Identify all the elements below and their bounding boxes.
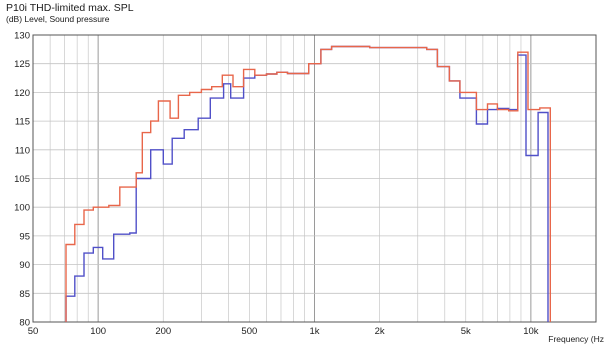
title-block: P10i THD-limited max. SPL (dB) Level, So…: [6, 3, 134, 25]
y-tick-label: 130: [14, 31, 30, 42]
y-tick-label: 100: [14, 203, 30, 214]
x-tick-label: 500: [241, 326, 257, 337]
y-tick-label: 120: [14, 88, 30, 99]
x-tick-label: 2k: [375, 326, 385, 337]
x-tick-label: 200: [155, 326, 171, 337]
y-tick-label: 115: [15, 117, 30, 128]
y-tick-label: 125: [14, 59, 30, 70]
y-tick-label: 80: [19, 318, 30, 329]
y-tick-label: 105: [14, 174, 30, 185]
x-tick-label: 5k: [461, 326, 471, 337]
x-tick-label: 50: [28, 326, 39, 337]
x-axis-label: Frequency (Hz: [548, 334, 604, 344]
y-tick-label: 90: [19, 260, 30, 271]
plot-frame: [32, 34, 597, 323]
series-line-1: [65, 45, 551, 322]
x-tick-label: 100: [90, 326, 106, 337]
y-tick-label: 85: [19, 289, 30, 300]
chart-title: P10i THD-limited max. SPL: [6, 2, 134, 14]
y-axis-label: (dB) Level, Sound pressure: [6, 14, 110, 24]
x-tick-label: 10k: [523, 326, 539, 337]
y-tick-label: 95: [19, 231, 30, 242]
y-tick-label: 110: [15, 145, 30, 156]
x-tick-label: 1k: [309, 326, 319, 337]
